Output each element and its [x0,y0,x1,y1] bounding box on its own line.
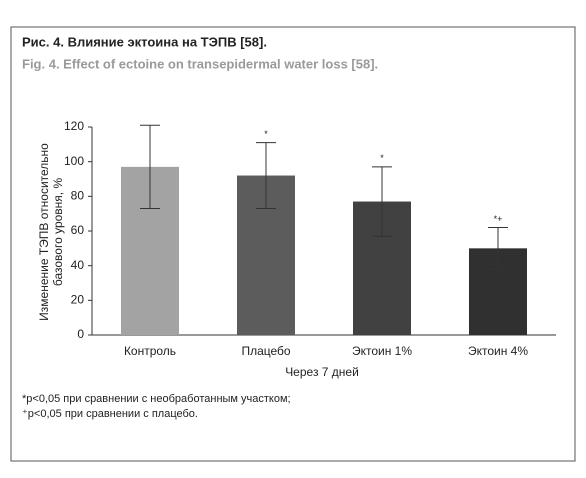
y-tick-label: 120 [64,119,84,133]
y-tick-label: 80 [71,189,85,203]
y-tick-label: 0 [77,327,84,341]
x-tick-label: Контроль [124,344,176,358]
y-tick-label: 40 [71,258,85,272]
error-bar [256,142,276,209]
annotation: * [264,129,268,139]
annotation: * [380,153,384,163]
frame [10,26,576,462]
error-bar [488,227,508,270]
y-tick-label: 60 [71,223,85,237]
annotation: *+ [494,214,503,224]
error-bar [140,124,160,209]
x-axis-label: Через 7 дней [285,365,359,379]
y-axis-label: Изменение ТЭПВ относительно [37,143,51,321]
y-tick-label: 20 [71,293,85,307]
y-tick-label: 100 [64,154,84,168]
x-tick-label: Плацебо [241,344,290,358]
footnote: *p<0,05 при сравнении с необработанным у… [22,393,291,405]
x-tick-label: Эктоин 1% [352,344,412,358]
footnote: ⁺p<0,05 при сравнении с плацебо. [22,408,198,420]
x-tick-label: Эктоин 4% [468,344,528,358]
error-bar [372,166,392,237]
chart-title: Рис. 4. Влияние эктоина на ТЭПВ [58]. [22,34,267,49]
y-axis-label: базового уровня, % [51,178,65,287]
chart-subtitle: Fig. 4. Effect of ectoine on transepider… [22,56,378,71]
